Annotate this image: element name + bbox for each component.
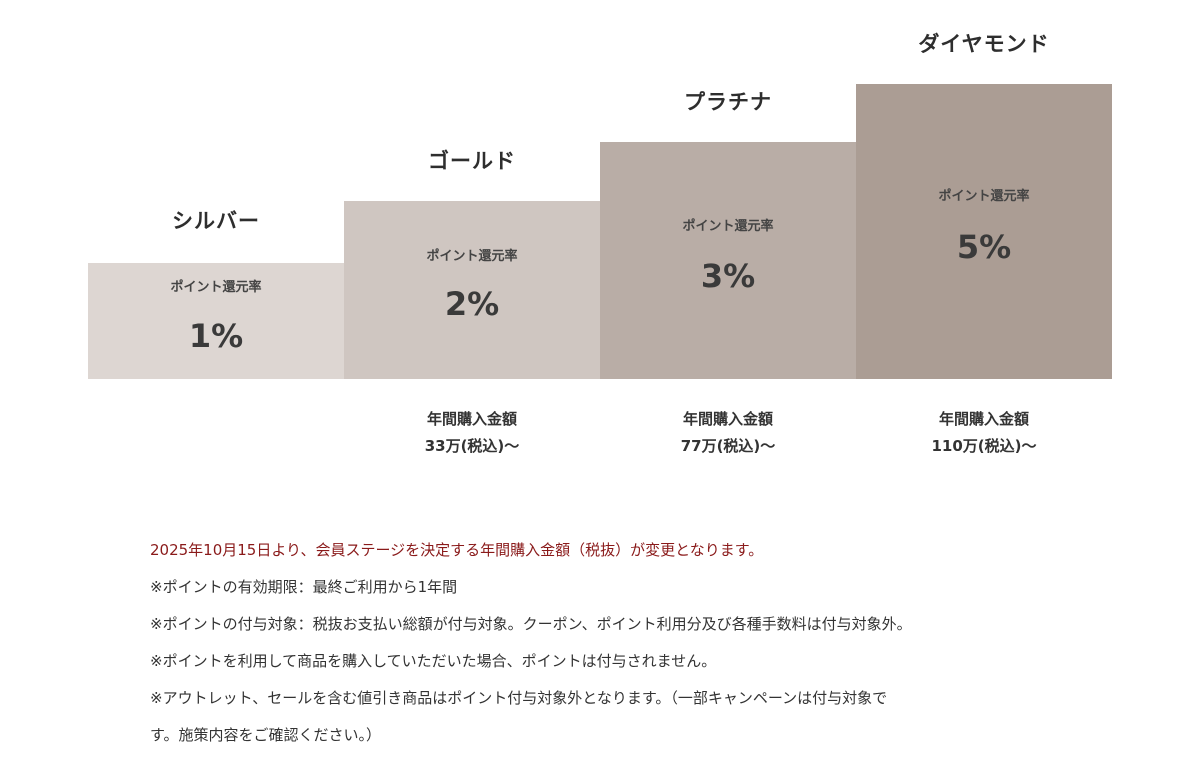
note-outlet: ※アウトレット、セールを含む値引き商品はポイント付与対象外となります。（一部キャ… [150,689,888,707]
tier-block-silver: ポイント還元率 1% [88,263,344,379]
tier-block-platinum: ポイント還元率 3% [600,142,856,379]
tier-block-diamond: ポイント還元率 5% [856,84,1112,379]
requirement-value: 77万(税込)～ [680,437,776,455]
rate-label: ポイント還元率 [938,189,1030,204]
rate-label: ポイント還元率 [170,280,262,295]
rate-value: 2% [444,285,500,323]
rate-label: ポイント還元率 [426,249,518,264]
tier-requirement-platinum: 年間購入金額 77万(税込)～ [600,406,856,460]
requirement-value: 110万(税込)～ [931,437,1037,455]
tier-name-silver: シルバー [172,209,260,233]
requirement-label: 年間購入金額 [682,410,773,428]
requirement-value: 33万(税込)～ [424,437,520,455]
requirement-label: 年間購入金額 [426,410,517,428]
tier-name-platinum: プラチナ [684,90,772,114]
notes-section: 2025年10月15日より、会員ステージを決定する年間購入金額（税抜）が変更とな… [150,534,1110,756]
note-point-usage: ※ポイントを利用して商品を購入していただいた場合、ポイントは付与されません。 [150,652,717,670]
tier-block-gold: ポイント還元率 2% [344,201,600,379]
note-outlet-continued: す。施策内容をご確認ください。） [150,726,382,744]
tier-requirement-gold: 年間購入金額 33万(税込)～ [344,406,600,460]
tier-name-diamond: ダイヤモンド [918,32,1050,56]
note-eligibility: ※ポイントの付与対象：税抜お支払い総額が付与対象。クーポン、ポイント利用分及び各… [150,615,912,633]
tier-requirement-diamond: 年間購入金額 110万(税込)～ [856,406,1112,460]
rate-value: 1% [188,317,244,355]
rate-value: 3% [700,257,756,295]
note-expiry: ※ポイントの有効期限：最終ご利用から1年間 [150,578,458,596]
rate-label: ポイント還元率 [682,219,774,234]
notice-change: 2025年10月15日より、会員ステージを決定する年間購入金額（税抜）が変更とな… [150,541,764,559]
rate-value: 5% [956,228,1012,266]
tier-name-gold: ゴールド [428,149,516,173]
requirement-label: 年間購入金額 [938,410,1029,428]
